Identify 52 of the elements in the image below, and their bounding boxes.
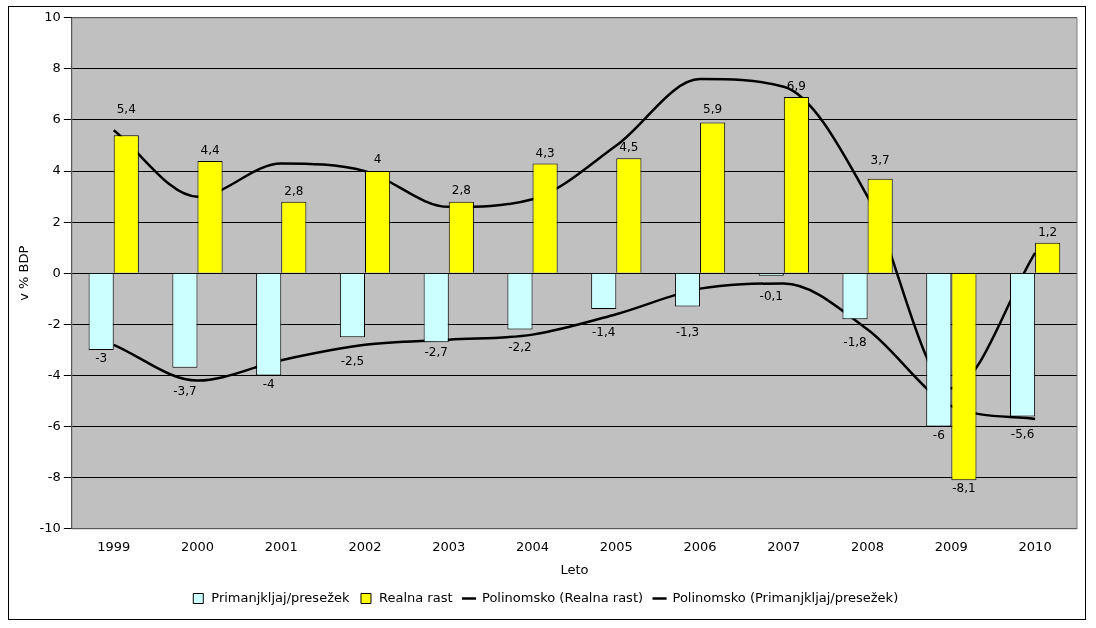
x-tick-label: 2009 xyxy=(934,538,968,554)
data-label: 2,8 xyxy=(451,182,471,197)
y-tick-label: 8 xyxy=(52,60,61,76)
x-tick-label: 2006 xyxy=(683,538,717,554)
legend-label: Realna rast xyxy=(378,589,453,605)
x-tick-label: 2007 xyxy=(767,538,801,554)
y-axis-title: v % BDP xyxy=(16,245,32,301)
data-label: 4,4 xyxy=(200,143,220,158)
data-label: -0,1 xyxy=(759,289,783,304)
y-tick-label: -8 xyxy=(47,469,61,485)
y-tick-label: -2 xyxy=(47,315,61,331)
data-label: 5,9 xyxy=(703,102,723,117)
y-tick-label: 10 xyxy=(44,9,61,25)
x-tick-label: 2004 xyxy=(515,538,550,554)
y-tick-label: -6 xyxy=(47,417,61,433)
legend-label: Polinomsko (Primanjkljaj/presežek) xyxy=(672,589,899,605)
x-tick-label: 2002 xyxy=(348,538,382,554)
data-label: 4,3 xyxy=(535,145,555,160)
data-label: -3,7 xyxy=(173,384,197,399)
x-tick-label: 2010 xyxy=(1018,538,1052,554)
data-label: 4,5 xyxy=(619,140,639,155)
data-label: 5,4 xyxy=(116,102,136,117)
data-label: 2,8 xyxy=(284,183,304,198)
data-label: -4 xyxy=(262,376,275,391)
x-tick-label: 2001 xyxy=(264,538,298,554)
legend-label: Primanjkljaj/presežek xyxy=(211,589,350,605)
y-tick-label: 4 xyxy=(52,162,61,178)
x-tick-label: 2005 xyxy=(599,538,633,554)
data-label: -6 xyxy=(932,427,945,442)
data-label: -5,6 xyxy=(1010,426,1035,441)
legend-label: Polinomsko (Realna rast) xyxy=(482,589,644,605)
data-label: -2,5 xyxy=(340,353,365,368)
y-tick-label: -4 xyxy=(47,366,61,382)
y-tick-label: -10 xyxy=(39,520,61,536)
data-label: 1,2 xyxy=(1038,224,1058,239)
x-tick-label: 2008 xyxy=(851,538,885,554)
data-label: 4 xyxy=(373,152,382,167)
x-tick-label: 1999 xyxy=(97,538,131,554)
data-label: -1,4 xyxy=(592,324,616,339)
x-axis-title: Leto xyxy=(560,561,589,577)
data-label: -2,2 xyxy=(508,340,532,355)
data-label: -3 xyxy=(95,351,108,366)
y-tick-label: 6 xyxy=(52,111,61,127)
data-label: -2,7 xyxy=(424,345,448,360)
x-tick-label: 2000 xyxy=(180,538,215,554)
y-tick-label: 0 xyxy=(52,264,61,280)
x-tick-label: 2003 xyxy=(432,538,466,554)
data-label: -1,8 xyxy=(843,334,867,349)
data-label: 3,7 xyxy=(870,153,890,168)
data-label: -8,1 xyxy=(952,481,976,496)
data-label: -1,3 xyxy=(675,324,700,339)
y-tick-label: 2 xyxy=(52,213,61,229)
